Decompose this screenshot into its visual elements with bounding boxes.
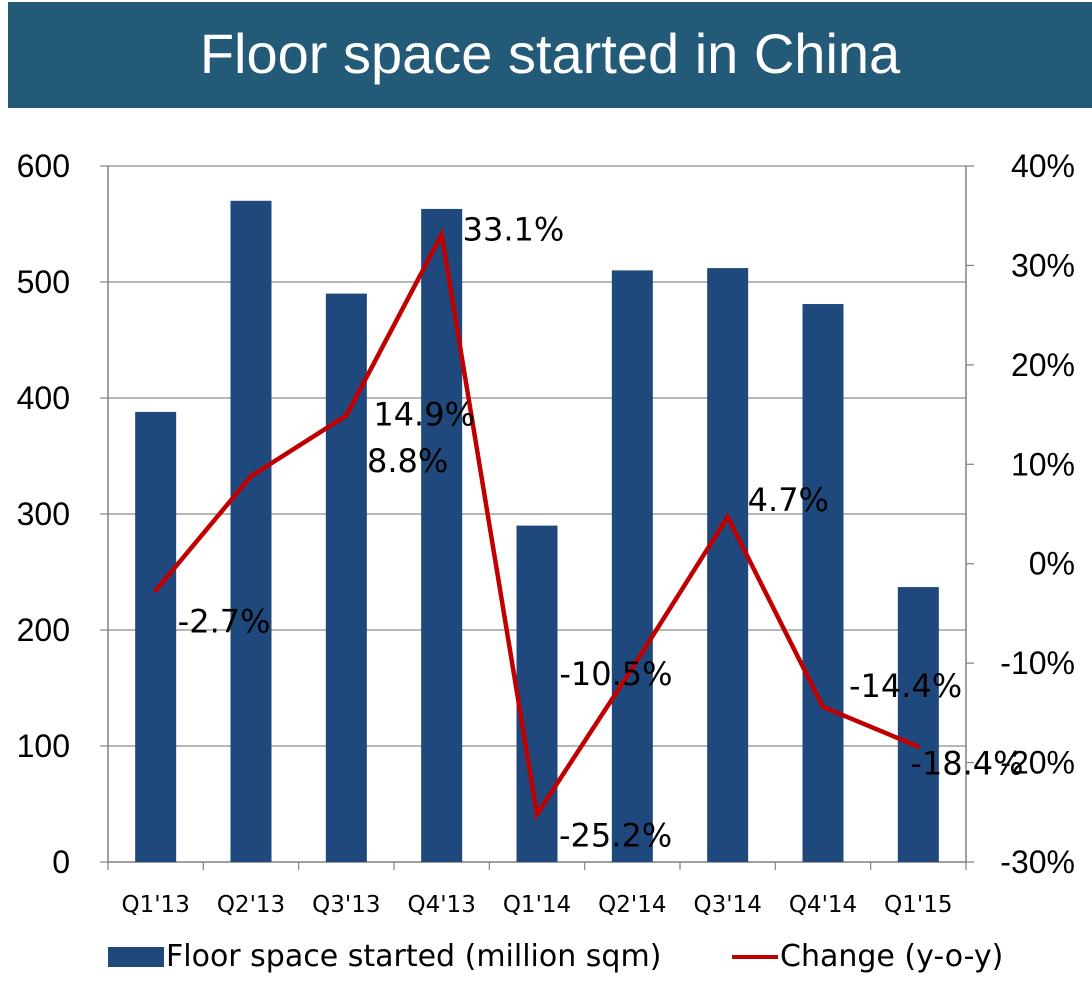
bar [230, 200, 272, 863]
bar [611, 270, 653, 862]
legend-line-swatch [732, 955, 778, 959]
y-right-tick-label: -10% [1000, 645, 1075, 681]
x-tick-label: Q3'14 [694, 892, 762, 918]
legend-item-bars: Floor space started (million sqm) [108, 932, 661, 982]
line-data-label: 14.9% [373, 396, 475, 434]
y-right-tick-label: 30% [1011, 247, 1075, 283]
y-right-tick-label: -20% [1000, 745, 1075, 781]
y-left-tick-label: 500 [17, 264, 70, 300]
bar [707, 268, 749, 863]
y-left-tick-label: 200 [17, 612, 70, 648]
x-tick-label: Q4'13 [408, 892, 476, 918]
y-right-tick-label: 10% [1011, 446, 1075, 482]
y-left-tick-label: 400 [17, 380, 70, 416]
legend-bar-swatch [108, 947, 164, 967]
line-data-label: -10.5% [559, 655, 672, 693]
y-left-tick-label: 600 [17, 148, 70, 184]
y-left-tick-label: 100 [17, 728, 70, 764]
line-point [630, 666, 635, 671]
legend: Floor space started (million sqm) Change… [0, 932, 1092, 982]
bar [135, 411, 177, 862]
x-tick-label: Q2'13 [217, 892, 285, 918]
line-point [725, 514, 730, 519]
line-point [249, 474, 253, 479]
y-left-tick-label: 300 [17, 496, 70, 532]
line-data-label: -14.4% [849, 667, 962, 705]
legend-label-line: Change (y-o-y) [780, 939, 1004, 974]
line-data-label: 4.7% [748, 481, 829, 519]
line-point [344, 413, 349, 418]
x-tick-label: Q3'13 [312, 892, 380, 918]
line-point [153, 588, 158, 593]
title-banner: Floor space started in China [8, 2, 1092, 108]
legend-label-bars: Floor space started (million sqm) [166, 939, 662, 974]
y-right-tick-label: -30% [1000, 844, 1075, 880]
bar [897, 587, 939, 862]
line-point [439, 232, 444, 237]
y-left-tick-label: 0 [52, 844, 70, 880]
line-point [821, 704, 825, 709]
line-data-label: -18.4% [910, 745, 1023, 783]
x-tick-label: Q2'14 [598, 892, 666, 918]
line-data-label: -25.2% [559, 816, 672, 854]
line-point [535, 812, 539, 817]
bar [325, 293, 367, 863]
bar [421, 208, 463, 863]
bar [802, 304, 844, 862]
y-right-tick-label: 20% [1011, 347, 1075, 383]
x-tick-label: Q1'15 [884, 892, 952, 918]
chart-title: Floor space started in China [199, 22, 901, 85]
x-tick-label: Q1'14 [503, 892, 571, 918]
legend-item-line: Change (y-o-y) [732, 932, 1003, 982]
chart-canvas: 0 100 200 300 400 500 600 -30% -20% -10% 0% 10% 20% 3… [17, 148, 1075, 918]
y-right-tick-label: 0% [1029, 546, 1075, 582]
y-right-tick-label: 40% [1011, 148, 1075, 184]
line-data-label: -2.7% [178, 603, 271, 641]
line-data-label: 33.1% [463, 211, 565, 249]
x-tick-label: Q1'13 [122, 892, 190, 918]
x-tick-label: Q4'14 [789, 892, 857, 918]
line-point [916, 744, 921, 749]
line-data-label: 8.8% [367, 442, 448, 480]
